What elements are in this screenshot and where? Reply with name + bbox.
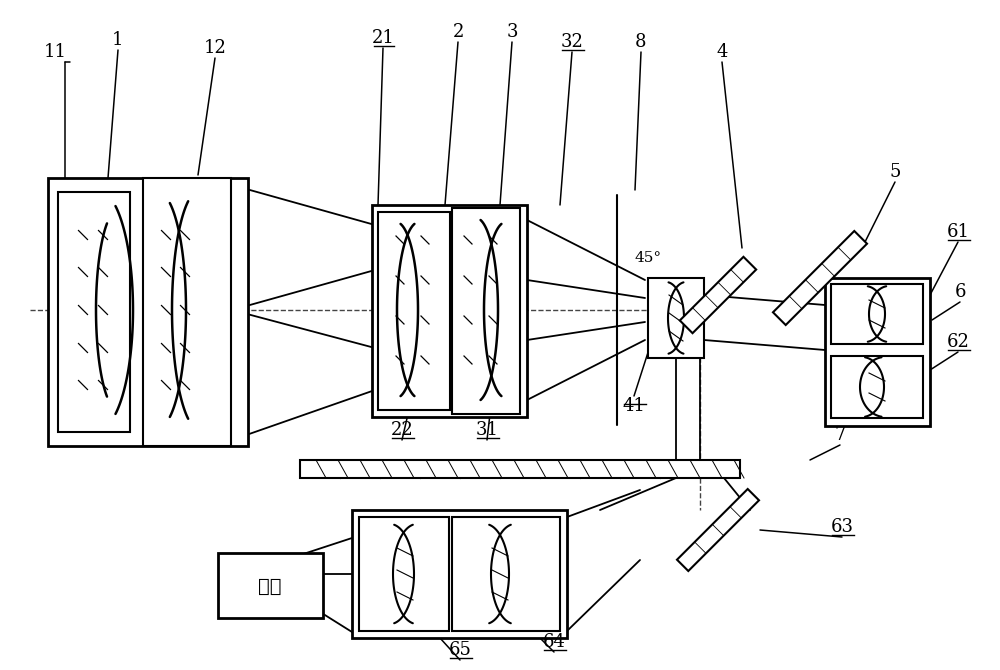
- Bar: [378, 212, 450, 410]
- Polygon shape: [773, 231, 867, 325]
- Text: 5: 5: [889, 163, 901, 181]
- Bar: [218, 553, 323, 618]
- Bar: [831, 284, 923, 344]
- Polygon shape: [677, 489, 759, 571]
- Bar: [359, 517, 449, 631]
- Text: 45°: 45°: [634, 251, 662, 265]
- Text: 63: 63: [830, 518, 854, 536]
- Text: 31: 31: [476, 421, 498, 439]
- Bar: [300, 460, 740, 478]
- Text: 1: 1: [112, 31, 124, 49]
- Text: 12: 12: [204, 39, 226, 57]
- Bar: [452, 517, 560, 631]
- Bar: [452, 208, 520, 414]
- Text: 62: 62: [947, 333, 969, 351]
- Text: 像面: 像面: [258, 576, 282, 596]
- Text: 64: 64: [543, 633, 565, 651]
- Text: 11: 11: [44, 43, 66, 61]
- Text: 32: 32: [561, 33, 583, 51]
- Bar: [143, 178, 231, 446]
- Text: 22: 22: [391, 421, 413, 439]
- Text: 4: 4: [716, 43, 728, 61]
- Bar: [48, 178, 248, 446]
- Text: 41: 41: [623, 397, 645, 415]
- Text: 65: 65: [449, 641, 471, 659]
- Bar: [352, 510, 567, 638]
- Bar: [58, 192, 130, 432]
- Text: 61: 61: [946, 223, 970, 241]
- Bar: [372, 205, 527, 417]
- Bar: [648, 278, 704, 358]
- Text: 2: 2: [452, 23, 464, 41]
- Bar: [825, 278, 930, 426]
- Text: 21: 21: [372, 29, 394, 47]
- Bar: [831, 356, 923, 418]
- Text: 3: 3: [506, 23, 518, 41]
- Text: 8: 8: [635, 33, 647, 51]
- Text: 7: 7: [834, 426, 846, 444]
- Polygon shape: [680, 257, 756, 333]
- Text: 6: 6: [954, 283, 966, 301]
